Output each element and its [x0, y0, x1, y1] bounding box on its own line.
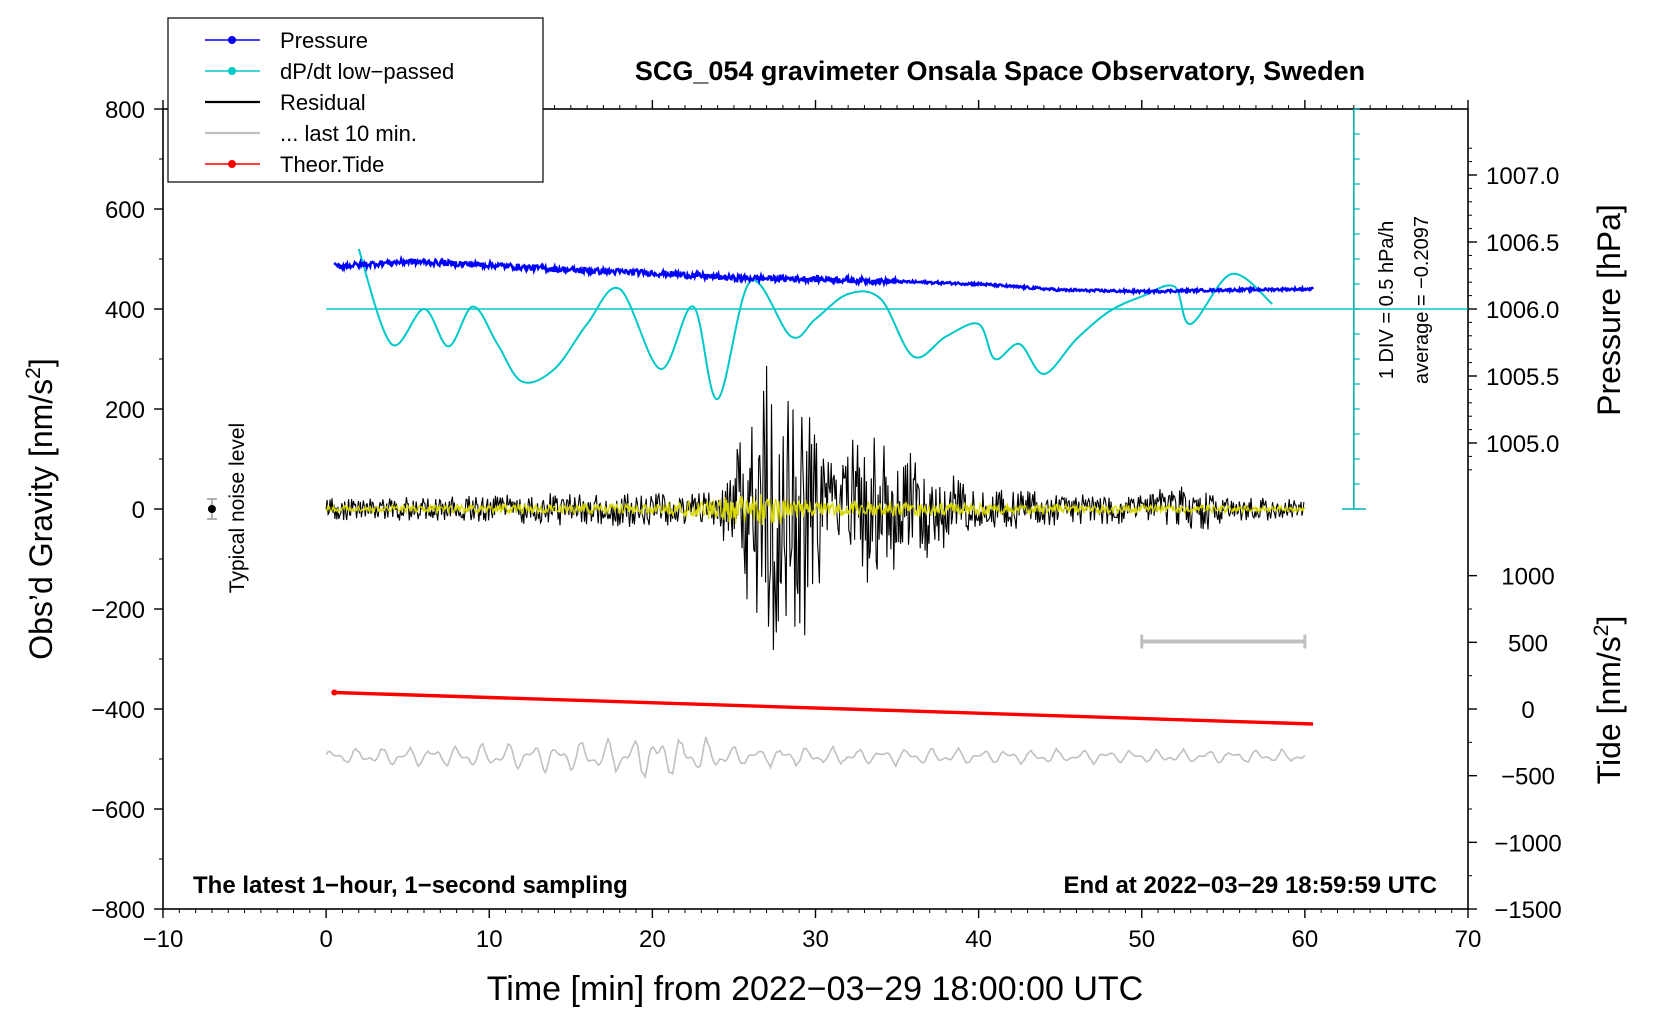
- x-tick-label: 60: [1292, 926, 1319, 953]
- y-tick-label: 600: [105, 197, 145, 224]
- legend-items: Pressure dP/dt low−passed Residual ... last…: [205, 28, 454, 177]
- last-10min-line: [325, 736, 1306, 779]
- tide-tick-label: −1500: [1494, 897, 1561, 924]
- pressure-tick-label: 1005.0: [1486, 431, 1559, 458]
- noise-marker-dot: [207, 505, 216, 513]
- x-tick-label: −10: [143, 926, 184, 953]
- y-tick-label: 400: [105, 297, 145, 324]
- tide-tick-label: 0: [1521, 697, 1534, 724]
- y-tick-label: 0: [132, 497, 145, 524]
- y-tick-label: 200: [105, 397, 145, 424]
- legend: Pressure dP/dt low−passed Residual ... last…: [167, 17, 544, 183]
- note-sampling: The latest 1−hour, 1−second sampling: [193, 872, 628, 899]
- annotation-layer: [206, 498, 1307, 649]
- noise-level-label: Typical noise level: [226, 423, 249, 593]
- x-tick-label: 30: [802, 926, 829, 953]
- x-tick-label: 0: [319, 926, 332, 953]
- y-tick-label: −800: [91, 897, 145, 924]
- y-tick-label: −600: [91, 797, 145, 824]
- chart-title: SCG_054 gravimeter Onsala Space Observat…: [635, 56, 1365, 86]
- tide-tick-label: −500: [1501, 764, 1555, 791]
- x-tick-label: 40: [965, 926, 992, 953]
- pressure-div-label: 1 DIV = 0.5 hPa/h: [1376, 221, 1398, 379]
- residual-line: [325, 365, 1305, 651]
- legend-marker: [228, 160, 236, 168]
- note-end-time: End at 2022−03−29 18:59:59 UTC: [1063, 872, 1437, 899]
- y-tick-label: −400: [91, 697, 145, 724]
- x-tick-label: 70: [1455, 926, 1482, 953]
- y-tick-label: 800: [105, 97, 145, 124]
- dpdt-line: [357, 248, 1273, 401]
- pressure-tick-label: 1005.5: [1486, 364, 1559, 391]
- tide-tick-labels: −1500 −1000 −500 0 500 1000: [1494, 564, 1561, 924]
- pressure-line: [333, 254, 1314, 296]
- y-axis-label-tide: Tide [nm/s2]: [1590, 616, 1627, 785]
- tide-tick-label: 1000: [1501, 564, 1554, 591]
- legend-marker: [228, 67, 236, 75]
- y-tick-label: −200: [91, 597, 145, 624]
- x-tick-label: 50: [1128, 926, 1155, 953]
- x-tick-label: 20: [639, 926, 666, 953]
- legend-label: Residual: [280, 90, 366, 115]
- pressure-tick-labels: 1005.0 1005.5 1006.0 1006.5 1007.0: [1486, 163, 1559, 458]
- y-axis-label-pressure: Pressure [hPa]: [1591, 204, 1627, 416]
- legend-label: Theor.Tide: [280, 152, 384, 177]
- legend-label: dP/dt low−passed: [280, 59, 454, 84]
- residual-filtered-line: [325, 494, 1306, 526]
- x-axis-label: Time [min] from 2022−03−29 18:00:00 UTC: [487, 970, 1143, 1008]
- series-layer: [325, 108, 1468, 779]
- pressure-tick-label: 1006.5: [1486, 230, 1559, 257]
- x-tick-label: 10: [476, 926, 503, 953]
- tide-line-start: [331, 689, 338, 696]
- tide-tick-label: 500: [1508, 630, 1548, 657]
- legend-box: [167, 17, 544, 183]
- legend-label: ... last 10 min.: [280, 121, 417, 146]
- legend-marker: [228, 36, 236, 44]
- tide-line: [334, 690, 1314, 726]
- tide-tick-label: −1000: [1494, 830, 1561, 857]
- x-tick-labels: −10 0 10 20 30 40 50 60 70: [143, 926, 1482, 953]
- pressure-average-label: average = −0.2097: [1411, 216, 1433, 384]
- pressure-tick-label: 1007.0: [1486, 163, 1559, 190]
- pressure-tick-label: 1006.0: [1486, 297, 1559, 324]
- y-tick-labels: −800 −600 −400 −200 0 200 400 600 800: [91, 97, 145, 924]
- legend-label: Pressure: [280, 28, 368, 53]
- y-axis-label-main: Obs’d Gravity [nm/s2]: [22, 358, 59, 660]
